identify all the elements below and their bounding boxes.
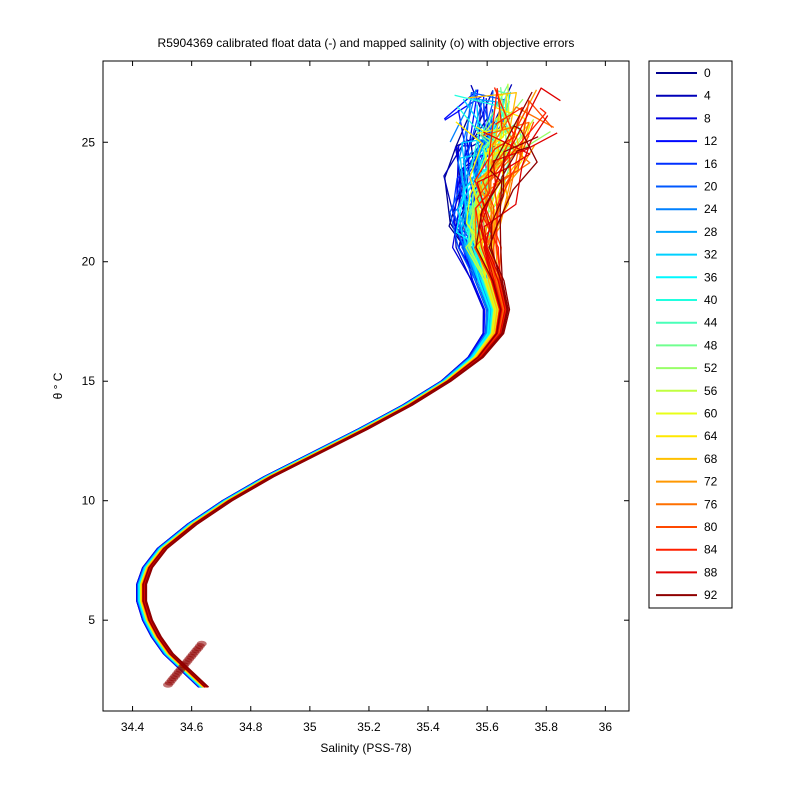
legend-label: 52: [704, 361, 718, 375]
profile-line: [142, 91, 533, 688]
x-tick-label: 34.4: [121, 720, 145, 734]
y-tick-label: 10: [82, 494, 96, 508]
legend: 0481216202428323640444852566064687276808…: [648, 60, 733, 609]
x-tick-label: 35.4: [416, 720, 440, 734]
x-tick-label: 35.6: [475, 720, 499, 734]
legend-label: 32: [704, 248, 718, 262]
legend-label: 56: [704, 384, 718, 398]
legend-label: 12: [704, 134, 718, 148]
legend-label: 40: [704, 293, 718, 307]
legend-label: 60: [704, 407, 718, 421]
mapped-salinity-marker: [196, 640, 207, 647]
legend-label: 4: [704, 89, 711, 103]
legend-label: 92: [704, 588, 718, 602]
legend-label: 84: [704, 543, 718, 557]
y-tick-label: 25: [82, 135, 96, 149]
profile-lines: [136, 83, 561, 688]
legend-label: 0: [704, 66, 711, 80]
legend-box: [648, 60, 733, 609]
legend-label: 64: [704, 429, 718, 443]
legend-label: 68: [704, 452, 718, 466]
legend-label: 28: [704, 225, 718, 239]
y-tick-label: 15: [82, 374, 96, 388]
legend-label: 24: [704, 202, 718, 216]
y-tick-label: 20: [82, 255, 96, 269]
profile-line: [145, 125, 538, 688]
legend-label: 20: [704, 180, 718, 194]
x-tick-label: 36: [599, 720, 613, 734]
x-tick-label: 34.8: [239, 720, 263, 734]
x-tick-label: 34.6: [180, 720, 204, 734]
chart-title: R5904369 calibrated float data (-) and m…: [158, 36, 575, 50]
y-axis-ticks: 5 10 15 20 25: [82, 135, 629, 627]
x-tick-label: 35.8: [535, 720, 559, 734]
plot-frame: [102, 60, 630, 712]
y-axis-label: θ ° C: [51, 372, 65, 399]
legend-label: 8: [704, 111, 711, 125]
y-tick-label: 5: [88, 613, 95, 627]
legend-label: 76: [704, 497, 718, 511]
x-tick-label: 35.2: [357, 720, 381, 734]
legend-label: 88: [704, 565, 718, 579]
legend-label: 80: [704, 520, 718, 534]
x-axis-ticks: 34.4 34.6 34.8 35 35.2 35.4 35.6 35.8 36: [121, 61, 612, 734]
legend-label: 16: [704, 157, 718, 171]
legend-label: 44: [704, 316, 718, 330]
legend-label: 72: [704, 475, 718, 489]
x-tick-label: 35: [303, 720, 317, 734]
legend-label: 36: [704, 270, 718, 284]
legend-label: 48: [704, 338, 718, 352]
x-axis-label: Salinity (PSS-78): [320, 741, 411, 755]
